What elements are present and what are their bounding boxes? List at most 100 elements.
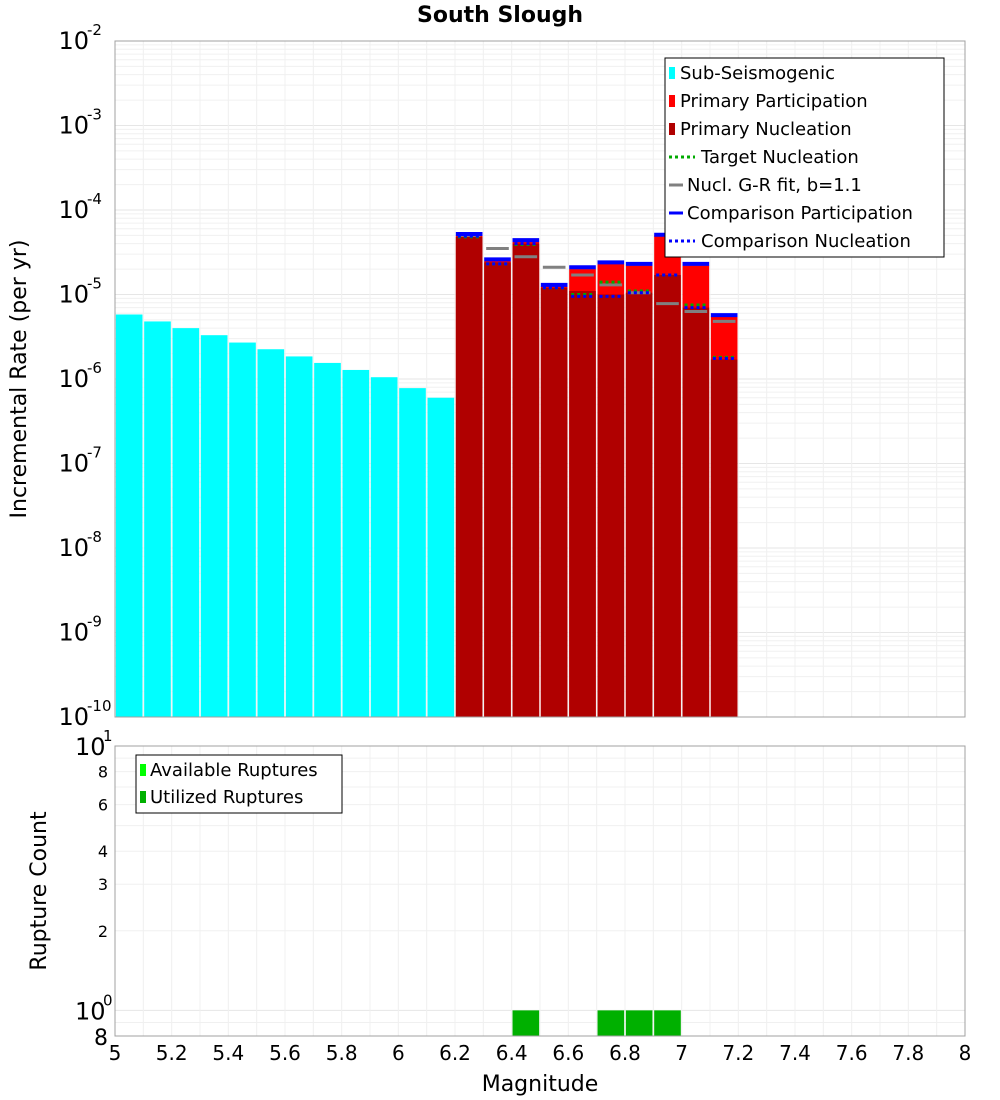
rate-y-tick-exp: -8 xyxy=(87,528,102,546)
rate-y-tick-exp: -4 xyxy=(87,190,102,208)
rate-plot-frame xyxy=(114,40,966,718)
x-tick-label: 7.6 xyxy=(836,1041,868,1065)
rate-y-tick-exp: -5 xyxy=(87,275,102,293)
rate-y-tick: 10-8 xyxy=(58,528,102,562)
sub-seismogenic-bar xyxy=(427,397,455,717)
rate-legend-entry: Primary Nucleation xyxy=(669,119,852,140)
sub-seismogenic-bar xyxy=(144,321,171,717)
primary-nucleation-bar xyxy=(625,292,653,717)
rate-legend-label: Nucl. G-R fit, b=1.1 xyxy=(687,175,862,196)
rate-y-tick-base: 10 xyxy=(58,619,89,647)
rate-chart: South Slough 10-1010-910-810-710-610-510… xyxy=(7,3,966,731)
sub-seismogenic-bar xyxy=(257,349,285,717)
count-legend-entry: Utilized Ruptures xyxy=(140,787,303,808)
rate-y-tick: 10-3 xyxy=(58,106,102,140)
sub-seismogenic-bar xyxy=(370,377,398,717)
legend-swatch-box xyxy=(669,67,675,79)
primary-nucleation-bar xyxy=(540,287,568,717)
rate-legend: Sub-Seismogenic Primary Participation Prim… xyxy=(664,57,945,258)
rate-y-tick: 10-2 xyxy=(58,21,102,55)
count-y-tick-minor: 2 xyxy=(98,922,108,941)
rate-y-tick-exp: -6 xyxy=(87,359,102,377)
count-legend: Available Ruptures Utilized Ruptures xyxy=(135,754,343,814)
count-y-tick-minor: 4 xyxy=(98,842,108,861)
primary-nucleation-bar xyxy=(569,291,596,717)
rate-y-tick-base: 10 xyxy=(58,450,89,478)
sub-seismogenic-bar xyxy=(399,388,426,717)
rate-y-tick-exp: -10 xyxy=(87,697,112,715)
primary-nucleation-bar xyxy=(597,294,625,717)
sub-seismogenic-bar xyxy=(172,328,200,717)
count-y-tick-minor: 8 xyxy=(94,1026,108,1051)
legend-swatch-box xyxy=(669,95,675,107)
sub-seismogenic-bar xyxy=(285,356,313,717)
rate-y-tick: 10-5 xyxy=(58,275,102,309)
utilized-ruptures-bar xyxy=(512,1010,540,1036)
utilized-ruptures-bar xyxy=(654,1010,681,1036)
x-tick-label: 5.2 xyxy=(156,1041,188,1065)
sub-seismogenic-bar xyxy=(115,314,143,717)
count-y-tick-minor: 8 xyxy=(98,763,108,782)
rate-y-tick-base: 10 xyxy=(58,196,89,224)
rate-legend-box xyxy=(664,57,945,258)
sub-seismogenic-bar xyxy=(314,362,341,717)
x-tick-label: 5.6 xyxy=(269,1041,301,1065)
rate-legend-entry: Comparison Participation xyxy=(669,203,913,224)
count-y-tick-minor: 3 xyxy=(98,875,108,894)
count-legend-label: Available Ruptures xyxy=(150,760,318,781)
x-axis-label: Magnitude xyxy=(482,1072,599,1097)
sub-seismogenic-bar xyxy=(200,335,228,717)
rate-gridlines xyxy=(114,41,966,718)
legend-swatch-box xyxy=(140,791,146,803)
primary-nucleation-bar xyxy=(512,243,540,718)
x-tick-label: 7.8 xyxy=(892,1041,924,1065)
legend-swatch-box xyxy=(669,123,675,135)
rate-y-axis-label: Incremental Rate (per yr) xyxy=(7,240,32,519)
rate-y-tick-base: 10 xyxy=(58,703,89,731)
x-tick-label: 6.6 xyxy=(552,1041,584,1065)
count-y-axis-label: Rupture Count xyxy=(27,811,52,971)
rate-y-tick-base: 10 xyxy=(58,534,89,562)
rate-y-tick-exp: -2 xyxy=(87,21,102,39)
primary-nucleation-bar xyxy=(455,236,483,717)
x-tick-label: 7 xyxy=(675,1041,688,1065)
rate-y-tick: 10-6 xyxy=(58,359,102,393)
rate-legend-entry: Sub-Seismogenic xyxy=(669,63,835,84)
magnitude-x-ticks: 5 5.2 5.4 5.6 5.8 6 6.2 6.4 6.6 6.8 7 7.2 7.4 7.6 7.8 8 xyxy=(109,1041,972,1065)
x-tick-label: 6 xyxy=(392,1041,405,1065)
utilized-ruptures-bar xyxy=(597,1010,625,1036)
rate-y-tick: 10-9 xyxy=(58,613,102,647)
rate-legend-label: Comparison Nucleation xyxy=(701,231,911,252)
rate-legend-entry: Comparison Nucleation xyxy=(669,231,911,252)
rate-y-tick-exp: -3 xyxy=(87,106,102,124)
primary-nucleation-bar xyxy=(682,307,710,717)
count-legend-label: Utilized Ruptures xyxy=(150,787,303,808)
sub-seismogenic-bar xyxy=(342,369,370,717)
legend-swatch-box xyxy=(140,764,146,776)
count-y-tick-major: 101 xyxy=(75,727,113,761)
count-y-tick-exp: 1 xyxy=(103,727,113,745)
count-plot-frame xyxy=(114,745,966,1037)
rate-legend-label: Sub-Seismogenic xyxy=(680,63,835,84)
x-tick-label: 6.4 xyxy=(496,1041,528,1065)
rate-legend-entry: Nucl. G-R fit, b=1.1 xyxy=(669,175,862,196)
x-tick-label: 5 xyxy=(109,1041,122,1065)
x-tick-label: 5.8 xyxy=(326,1041,358,1065)
rate-legend-label: Primary Nucleation xyxy=(680,119,852,140)
rate-legend-entry: Target Nucleation xyxy=(669,147,859,168)
count-legend-entry: Available Ruptures xyxy=(140,760,318,781)
count-y-tick-major: 100 xyxy=(75,991,113,1025)
rate-y-tick: 10-4 xyxy=(58,190,102,224)
x-tick-label: 6.8 xyxy=(609,1041,641,1065)
rate-legend-label: Comparison Participation xyxy=(687,203,913,224)
rate-legend-entry: Primary Participation xyxy=(669,91,868,112)
rate-y-tick-base: 10 xyxy=(58,27,89,55)
count-y-tick-base: 10 xyxy=(75,733,106,761)
count-bars xyxy=(512,1010,681,1036)
count-y-tick-exp: 0 xyxy=(103,991,113,1009)
count-y-tick-minor: 6 xyxy=(98,796,108,815)
